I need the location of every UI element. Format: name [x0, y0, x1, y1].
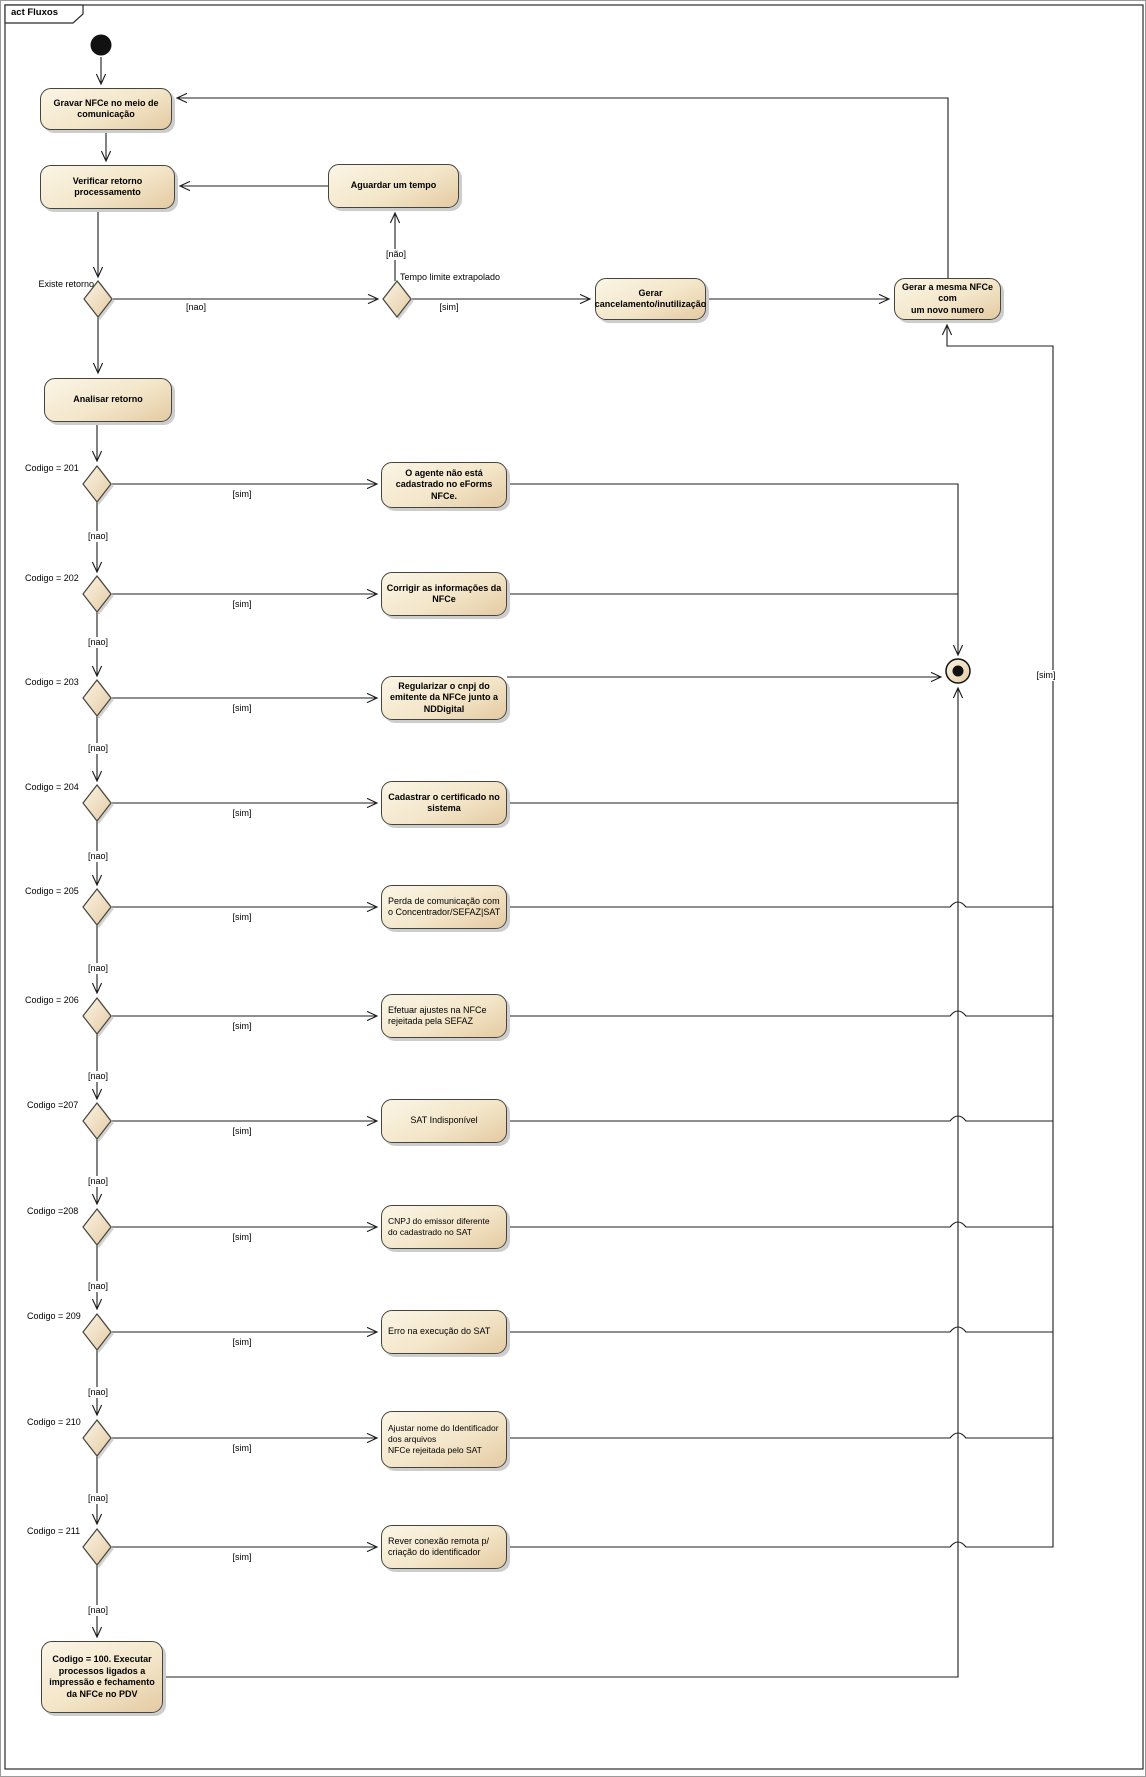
edge-a209-sim: [507, 1326, 1053, 1333]
label-codigo-204: Codigo = 204: [25, 782, 79, 792]
action-202[interactable]: Corrigir as informações da NFCe: [381, 572, 507, 616]
label-codigo-211: Codigo = 211: [27, 1526, 81, 1536]
decision-codigo-209[interactable]: [82, 1313, 112, 1351]
guard-nao-203: [nao]: [79, 743, 117, 754]
decision-codigo-211[interactable]: [82, 1528, 112, 1566]
guard-sim-211: [sim]: [223, 1552, 261, 1563]
decision-existe-retorno[interactable]: [83, 280, 113, 318]
edge-gerarmesma-gravar: [175, 92, 949, 278]
guard-tempo-sim: [sim]: [433, 302, 465, 313]
guard-sim-205: [sim]: [223, 912, 261, 923]
guard-nao-205: [nao]: [79, 963, 117, 974]
guard-sim-206: [sim]: [223, 1021, 261, 1032]
edge-a205-sim: [507, 901, 1053, 908]
decision-codigo-207[interactable]: [82, 1102, 112, 1140]
label-codigo-207: Codigo =207: [27, 1100, 79, 1110]
guard-sim-207: [sim]: [223, 1126, 261, 1137]
decision-codigo-202[interactable]: [82, 575, 112, 613]
decision-tempo-limite[interactable]: [382, 280, 412, 318]
guard-nao-208: [nao]: [79, 1281, 117, 1292]
frame-tab-label: act Fluxos: [11, 7, 58, 18]
label-codigo-203: Codigo = 203: [25, 677, 79, 687]
guard-sim-201: [sim]: [223, 489, 261, 500]
decision-codigo-208[interactable]: [82, 1208, 112, 1246]
label-tempo-limite: Tempo limite extrapolado: [400, 272, 501, 282]
guard-sim-204: [sim]: [223, 808, 261, 819]
label-existe-retorno: Existe retorno: [38, 279, 94, 289]
guard-sim-202: [sim]: [223, 599, 261, 610]
edge-sim-gerarmesma: [507, 323, 1054, 1548]
edge-a208-sim: [507, 1221, 1053, 1228]
decision-codigo-205[interactable]: [82, 888, 112, 926]
node-gravar-nfce[interactable]: Gravar NFCe no meio de comunicação: [40, 88, 172, 130]
node-gerar-cancelamento[interactable]: Gerar cancelamento/inutilização: [595, 278, 706, 320]
guard-nao-204: [nao]: [79, 851, 117, 862]
initial-node[interactable]: [90, 34, 112, 56]
decision-codigo-210[interactable]: [82, 1419, 112, 1457]
decision-codigo-201[interactable]: [82, 465, 112, 503]
guard-sim-210: [sim]: [223, 1443, 261, 1454]
action-207[interactable]: SAT Indisponível: [381, 1099, 507, 1143]
action-209[interactable]: Erro na execução do SAT: [381, 1310, 507, 1354]
node-aguardar-tempo[interactable]: Aguardar um tempo: [328, 164, 459, 208]
node-codigo-100[interactable]: Codigo = 100. Executar processos ligados…: [41, 1641, 163, 1713]
label-codigo-209: Codigo = 209: [27, 1311, 81, 1321]
action-201[interactable]: O agente não está cadastrado no eForms N…: [381, 462, 507, 508]
label-codigo-201: Codigo = 201: [25, 463, 79, 473]
edge-a201-end: [507, 483, 964, 657]
action-204[interactable]: Cadastrar o certificado no sistema: [381, 781, 507, 825]
action-203[interactable]: Regularizar o cnpj do emitente da NFCe j…: [381, 676, 507, 720]
guard-nao-201: [nao]: [79, 531, 117, 542]
guard-sim-208: [sim]: [223, 1232, 261, 1243]
guard-nao-211: [nao]: [79, 1605, 117, 1616]
node-analisar-retorno[interactable]: Analisar retorno: [44, 378, 172, 422]
edge-a207-sim: [507, 1115, 1053, 1122]
decision-codigo-203[interactable]: [82, 679, 112, 717]
node-gerar-mesma-nfce[interactable]: Gerar a mesma NFCe com um novo numero: [894, 278, 1001, 320]
guard-end-sim: [sim]: [1029, 670, 1063, 681]
edge-a206-sim: [507, 1010, 1053, 1017]
guard-nao-206: [nao]: [79, 1071, 117, 1082]
diagram-frame-border: [4, 4, 1144, 1770]
action-206[interactable]: Efetuar ajustes na NFCe rejeitada pela S…: [381, 994, 507, 1038]
action-211[interactable]: Rever conexão remota p/ criação do ident…: [381, 1525, 507, 1569]
action-208[interactable]: CNPJ do emissor diferente do cadastrado …: [381, 1205, 507, 1249]
guard-nao-209: [nao]: [79, 1387, 117, 1398]
frame-tab-shape: [4, 4, 84, 24]
guard-sim-203: [sim]: [223, 703, 261, 714]
edge-codigo100-end: [163, 686, 964, 1678]
guard-existe-nao: [nao]: [179, 302, 213, 313]
label-codigo-205: Codigo = 205: [25, 886, 79, 896]
guard-nao-207: [nao]: [79, 1176, 117, 1187]
action-210[interactable]: Ajustar nome do Identificador dos arquiv…: [381, 1411, 507, 1468]
action-205[interactable]: Perda de comunicação com o Concentrador/…: [381, 885, 507, 929]
label-codigo-208: Codigo =208: [27, 1206, 79, 1216]
guard-nao-210: [nao]: [79, 1493, 117, 1504]
guard-tempo-nao: [não]: [380, 249, 412, 260]
decision-codigo-206[interactable]: [82, 997, 112, 1035]
label-codigo-206: Codigo = 206: [25, 995, 79, 1005]
guard-sim-209: [sim]: [223, 1337, 261, 1348]
edge-a210-sim: [507, 1432, 1053, 1439]
final-node[interactable]: [945, 658, 971, 684]
guard-nao-202: [nao]: [79, 637, 117, 648]
label-codigo-202: Codigo = 202: [25, 573, 79, 583]
decision-codigo-204[interactable]: [82, 784, 112, 822]
label-codigo-210: Codigo = 210: [27, 1417, 81, 1427]
node-verificar-retorno[interactable]: Verificar retorno processamento: [40, 165, 175, 209]
